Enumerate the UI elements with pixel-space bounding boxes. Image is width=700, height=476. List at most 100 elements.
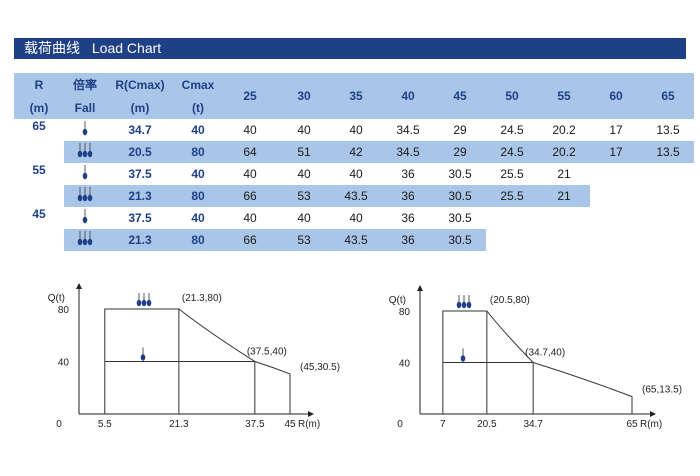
- load-cell: 40: [278, 207, 330, 229]
- cmax-cell: 40: [174, 207, 222, 229]
- point-annotation: (45,30.5): [300, 362, 340, 373]
- title-banner: 载荷曲线 Load Chart: [14, 38, 686, 59]
- load-cell: 30.5: [434, 163, 486, 185]
- load-cell: 40: [222, 207, 278, 229]
- empty-cell: [590, 163, 642, 185]
- load-cell: 30.5: [434, 229, 486, 251]
- x-tick-label: 0: [397, 419, 403, 430]
- load-cell: 66: [222, 229, 278, 251]
- x-tick-label: 45: [284, 419, 296, 430]
- single-hook-icon: [460, 348, 466, 362]
- load-cell: 25.5: [486, 163, 538, 185]
- x-tick-label: 37.5: [245, 419, 265, 430]
- cmax-cell: 40: [174, 163, 222, 185]
- load-cell: 40: [330, 119, 382, 141]
- x-axis-label: R(m): [640, 419, 662, 430]
- rcmax-cell: 21.3: [106, 229, 174, 251]
- double-hook-icon: [136, 293, 152, 307]
- fall-cell: [64, 163, 106, 185]
- load-cell: 36: [382, 207, 434, 229]
- table-header-row: (m) Fall (m) (t): [14, 96, 694, 119]
- rcmax-cell: 34.7: [106, 119, 174, 141]
- double-hook-icon: [77, 186, 93, 206]
- header-unit-cell: (t): [174, 96, 222, 119]
- load-cell: 42: [330, 141, 382, 163]
- load-cell: 53: [278, 185, 330, 207]
- y-tick-label: 40: [58, 358, 70, 369]
- fall-cell: [64, 185, 106, 207]
- load-cell: 36: [382, 185, 434, 207]
- empty-cell: [590, 185, 642, 207]
- empty-cell: [642, 185, 694, 207]
- header-cell: 倍率: [64, 73, 106, 96]
- radius-header: 30: [278, 73, 330, 119]
- load-cell: 30.5: [434, 185, 486, 207]
- empty-cell: [538, 229, 590, 251]
- radius-header: 25: [222, 73, 278, 119]
- y-axis-label: Q(t): [389, 295, 406, 306]
- load-cell: 17: [590, 141, 642, 163]
- load-cell: 36: [382, 163, 434, 185]
- empty-cell: [642, 163, 694, 185]
- load-cell: 51: [278, 141, 330, 163]
- double-hook-icon: [77, 230, 93, 250]
- header-cell: R: [14, 73, 64, 96]
- empty-cell: [486, 207, 538, 229]
- x-axis-arrow: [308, 411, 314, 417]
- load-cell: 29: [434, 119, 486, 141]
- header-unit-cell: Fall: [64, 96, 106, 119]
- load-cell: 66: [222, 185, 278, 207]
- radius-header: 35: [330, 73, 382, 119]
- x-axis-arrow: [650, 411, 656, 417]
- single-hook-icon: [81, 164, 89, 184]
- load-cell: 17: [590, 119, 642, 141]
- empty-cell: [590, 207, 642, 229]
- boom-length-cell: 65: [14, 119, 64, 163]
- single-hook-icon: [140, 347, 146, 361]
- single-hook-icon: [81, 208, 89, 228]
- load-cell: 24.5: [486, 119, 538, 141]
- radius-header: 60: [590, 73, 642, 119]
- table-row: 55 37.5 40 40 40 40 36 30.5 25.5 21: [14, 163, 694, 207]
- point-annotation: (65,13.5): [642, 385, 682, 396]
- table-header-row: R 倍率 R(Cmax) Cmax 25 30 35 40 45 50 55 60 65: [14, 73, 694, 119]
- single-hook-icon: [81, 120, 89, 140]
- load-cell: 43.5: [330, 185, 382, 207]
- load-cell: 21: [538, 185, 590, 207]
- x-tick-label: 20.5: [477, 419, 497, 430]
- header-unit-cell: (m): [14, 96, 64, 119]
- y-tick-label: 80: [58, 305, 70, 316]
- rcmax-cell: 21.3: [106, 185, 174, 207]
- y-tick-label: 80: [399, 307, 411, 318]
- cmax-cell: 40: [174, 119, 222, 141]
- point-annotation: (20.5,80): [490, 295, 530, 306]
- load-cell: 34.5: [382, 141, 434, 163]
- y-axis-label: Q(t): [48, 293, 65, 304]
- load-cell: 40: [222, 119, 278, 141]
- radius-header: 40: [382, 73, 434, 119]
- rcmax-cell: 37.5: [106, 163, 174, 185]
- boom-length-cell: 45: [14, 207, 64, 251]
- load-cell: 13.5: [642, 119, 694, 141]
- load-cell: 40: [222, 163, 278, 185]
- table-row: 65 34.7 40 40 40 40 34.5 29 24.5 20.2 17 13.5: [14, 119, 694, 163]
- load-cell: 20.2: [538, 119, 590, 141]
- cmax-cell: 80: [174, 141, 222, 163]
- y-tick-label: 40: [399, 359, 411, 370]
- table-row: 45 37.5 40 40 40 40 36 30.5: [14, 207, 694, 251]
- x-tick-label: 34.7: [523, 419, 543, 430]
- x-tick-label: 5.5: [98, 419, 112, 430]
- y-axis-arrow: [76, 283, 82, 289]
- load-cell: 29: [434, 141, 486, 163]
- table-row: 21.3 80 66 53 43.5 36 30.5 25.5 21: [14, 185, 694, 207]
- load-cell: 40: [278, 119, 330, 141]
- point-annotation: (37.5,40): [247, 347, 287, 358]
- header-cell: Cmax: [174, 73, 222, 96]
- empty-cell: [642, 207, 694, 229]
- x-axis-label: R(m): [298, 419, 320, 430]
- radius-header: 50: [486, 73, 538, 119]
- load-cell: 13.5: [642, 141, 694, 163]
- fall-cell: [64, 229, 106, 251]
- x-tick-label: 21.3: [169, 419, 189, 430]
